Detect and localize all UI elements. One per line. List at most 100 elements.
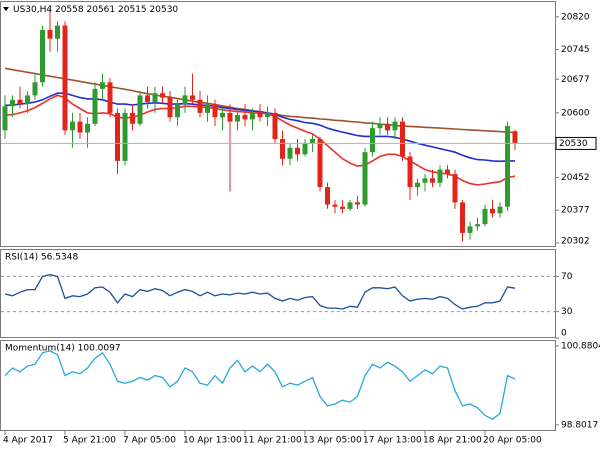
y-tick-label: 98.8017 [561,420,598,430]
y-tick-label: 20745 [561,45,590,55]
last-price-label: 20530 [559,139,588,149]
momentum-title: Momentum(14) 100.0097 [5,344,121,354]
candle-body [377,123,383,129]
last-price-box [555,136,597,150]
chart-header: US30,H4 20558 20561 20515 20530 [13,5,178,15]
x-tick-label: 18 Apr 21:00 [423,436,482,446]
candle-body [205,104,210,113]
candle-body [107,82,113,113]
candle-body [92,88,98,124]
candle-body [17,99,23,105]
candle-body [152,93,158,102]
candle-body [77,121,83,133]
candle-body [160,93,165,98]
y-tick-label: 20820 [561,12,590,22]
rsi-panel [0,249,556,338]
candle-body [475,224,480,227]
open-value: 20558 [55,5,84,15]
candle-body [400,121,405,157]
x-tick-label: 4 Apr 2017 [3,436,53,446]
candle-body [490,208,495,214]
candle-body [362,152,368,205]
candle-body [257,112,263,118]
candle-body [437,169,443,183]
x-tick-label: 7 Apr 05:00 [123,436,176,446]
candle-body [220,112,225,118]
candle-body [415,182,420,188]
candle-body [392,121,398,131]
candle-body [190,95,195,100]
dropdown-icon[interactable] [3,7,9,11]
y-tick-label: 0 [561,329,567,339]
candle-body [85,123,90,133]
candle-body [227,112,233,122]
candle-body [130,112,135,124]
x-tick-label: 5 Apr 21:00 [63,436,116,446]
y-tick-label: 20452 [561,173,590,183]
x-tick-label: 11 Apr 21:00 [243,436,302,446]
candle-body [32,82,38,96]
candle-body [355,202,360,205]
candle-body [452,173,458,203]
indicator-line [4,350,516,420]
candle-body [505,125,510,207]
candle-body [370,128,375,153]
candle-body [2,106,8,131]
y-tick-label: 20302 [561,237,590,247]
candle-body [242,115,248,120]
x-tick-label: 17 Apr 13:00 [363,436,422,446]
x-tick-label: 10 Apr 13:00 [183,436,242,446]
candle-body [325,187,330,205]
price-panel [0,1,556,247]
indicator-line [4,273,516,310]
x-tick-label: 13 Apr 05:00 [303,436,362,446]
candle-body [265,112,270,118]
candle-body [167,97,173,118]
candle-body [310,139,315,144]
plot-layer: 20820 20745 20677 20600 20452 20377 20302 20530… [1,8,600,446]
candle-body [250,112,255,120]
candle-body [62,25,68,131]
candle-body [295,147,300,155]
candle-body [385,123,390,131]
candle-body [145,95,150,102]
low-value: 20515 [118,5,147,15]
y-tick-label: 20600 [561,108,590,118]
candle-body [100,82,105,89]
candle-body [182,95,188,105]
rsi-title: RSI(14) 56.5348 [5,253,78,263]
candle-body [235,115,240,122]
y-tick-label: 70 [561,272,573,282]
candle-body [467,226,473,233]
candle-body [512,131,518,144]
candle-body [407,156,413,188]
candle-body [482,208,488,225]
candle-body [317,139,323,188]
candle-body [445,169,450,174]
candle-body [55,25,60,39]
candle-body [332,204,338,207]
momentum-panel [0,340,556,431]
candle-body [302,143,308,155]
candle-body [40,29,45,83]
y-tick-label: 100.8804 [561,342,600,352]
candle-body [122,112,128,161]
close-value: 20530 [150,5,179,15]
candle-body [287,147,293,159]
candle-body [175,104,180,118]
candle-body [115,112,120,161]
candle-body [25,95,30,105]
x-tick-label: 20 Apr 05:00 [483,436,542,446]
high-value: 20561 [87,5,116,15]
candle-body [137,95,143,124]
candle-body [280,139,285,159]
candle-body [460,202,465,233]
y-tick-label: 30 [561,307,573,317]
candle-body [10,99,15,107]
y-tick-label: 20677 [561,75,590,85]
candle-body [70,121,75,131]
candle-body [212,104,218,118]
